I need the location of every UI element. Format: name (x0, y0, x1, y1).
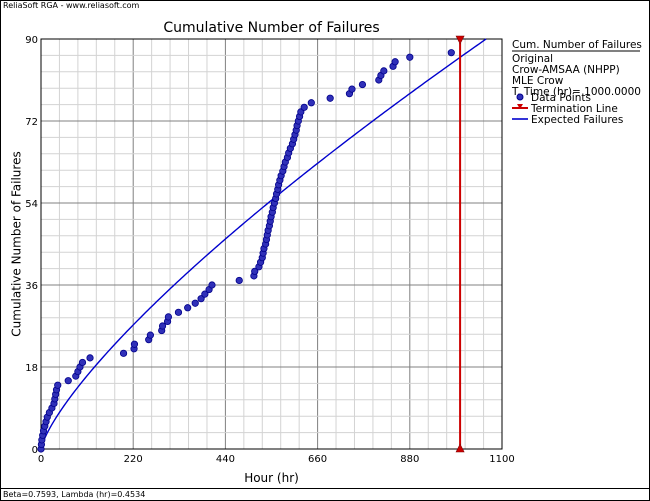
data-point (358, 80, 367, 89)
chart-title: Cumulative Number of Failures (163, 20, 379, 36)
data-point (326, 94, 334, 102)
data-point (158, 322, 167, 330)
model-layer (40, 38, 487, 450)
termination-marker-top (455, 35, 465, 45)
plot-area (40, 38, 503, 450)
legend-item-label: Termination Line (530, 103, 618, 115)
legend-item-label: Expected Failures (531, 114, 623, 126)
x-tick-label: 660 (308, 454, 327, 465)
termination-layer (455, 35, 465, 453)
data-point (86, 354, 94, 362)
data-point (191, 299, 199, 307)
data-point (391, 58, 399, 66)
data-point (119, 349, 128, 357)
legend-info-line: Crow-AMSAA (NHPP) (512, 64, 620, 76)
legend-item-label: Data Points (531, 92, 591, 104)
y-tick-label: 54 (25, 199, 38, 210)
x-axis-label: Hour (hr) (244, 471, 299, 485)
data-point (146, 331, 154, 339)
y-tick-label: 72 (25, 117, 38, 128)
data-point-icon (516, 93, 524, 101)
data-point (447, 49, 455, 57)
data-point (164, 313, 172, 321)
data-point (208, 281, 216, 289)
grid (41, 39, 502, 449)
legend-item-expected-failures: Expected Failures (512, 114, 623, 126)
y-tick-label: 0 (32, 445, 38, 456)
y-axis-label: Cumulative Number of Failures (10, 151, 24, 336)
y-tick-label: 90 (25, 35, 38, 46)
data-point (130, 340, 139, 348)
termination-marker-bottom (455, 443, 465, 453)
data-point (201, 290, 209, 298)
x-tick-label: 440 (216, 454, 235, 465)
y-tick-label: 36 (25, 281, 38, 292)
data-point (300, 103, 308, 111)
data-point (78, 358, 87, 367)
termination-arrow-icon (517, 104, 523, 109)
legend: Cum. Number of Failures Original Crow-AM… (511, 39, 642, 126)
data-point (197, 295, 205, 303)
footer-divider (0, 488, 650, 489)
legend-info-line: MLE Crow (512, 75, 564, 87)
y-tick-label: 18 (25, 363, 38, 374)
tick-labels: 0 220 440 660 880 1100 0 18 36 54 72 90 (25, 35, 514, 465)
legend-info-line: Original (512, 53, 553, 65)
data-point-layer (37, 49, 455, 453)
legend-item-termination-line: Termination Line (512, 103, 618, 115)
legend-item-data-points: Data Points (516, 92, 591, 104)
data-point (184, 304, 192, 312)
data-point (251, 267, 259, 275)
x-tick-label: 1100 (489, 454, 514, 465)
x-tick-label: 880 (400, 454, 419, 465)
model-parameters: Beta=0.7593, Lambda (hr)=0.4534 (3, 490, 146, 499)
x-tick-label: 0 (38, 454, 44, 465)
data-point (235, 276, 243, 285)
watermark: ReliaSoft RGA - www.reliasoft.com (3, 1, 140, 10)
legend-title: Cum. Number of Failures (512, 39, 642, 51)
legend-info-line: T. Time (hr)= 1000.0000 (511, 86, 641, 98)
data-point (380, 67, 388, 75)
data-point (54, 381, 62, 389)
data-point (307, 99, 315, 107)
data-point (174, 308, 183, 316)
x-tick-label: 220 (124, 454, 143, 465)
data-point (64, 377, 72, 385)
data-point (406, 53, 414, 61)
data-point (348, 85, 356, 93)
expected-failures-curve (40, 38, 487, 450)
